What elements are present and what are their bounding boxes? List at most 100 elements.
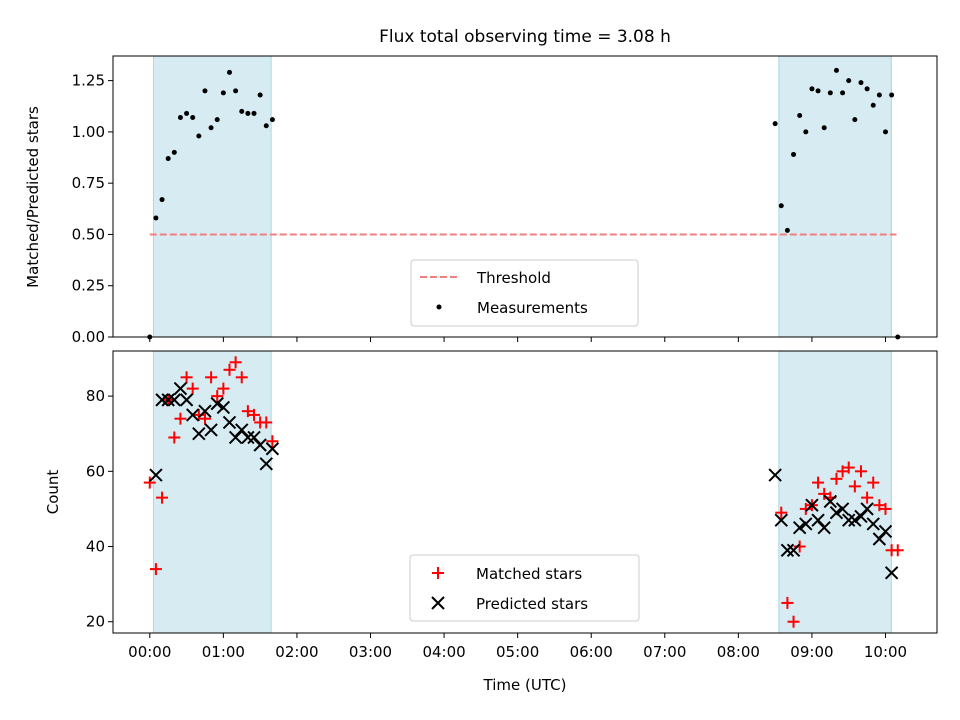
matched-star-point bbox=[781, 596, 794, 609]
matched-star-point bbox=[174, 412, 187, 425]
measurement-point bbox=[220, 90, 226, 96]
predicted-star-point bbox=[179, 393, 194, 407]
top-x-ticks bbox=[149, 337, 886, 342]
measurement-point bbox=[153, 215, 159, 221]
bottom-x-ticks: 00:00 01:00 02:00 03:00 04:00 05:00 06:00 07:00… bbox=[128, 633, 907, 661]
x-tick-label: 07:00 bbox=[643, 643, 686, 661]
x-tick-label: 06:00 bbox=[570, 643, 613, 661]
matched-star-point bbox=[235, 371, 248, 384]
predicted-star-point bbox=[253, 438, 267, 452]
predicted-star-point bbox=[185, 408, 200, 422]
matched-star-point bbox=[192, 408, 205, 421]
predicted-star-point bbox=[155, 393, 169, 407]
predicted-star-point bbox=[842, 513, 856, 527]
predicted-star-point bbox=[835, 502, 850, 516]
predicted-star-point bbox=[149, 468, 163, 482]
x-axis-label: Time (UTC) bbox=[483, 676, 567, 694]
measurement-point bbox=[171, 149, 177, 155]
matched-star-point bbox=[812, 476, 825, 489]
top-legend: Threshold Measurements bbox=[410, 259, 639, 327]
predicted-star-point bbox=[878, 524, 893, 539]
predicted-star-point bbox=[866, 517, 880, 531]
y-tick-label: 80 bbox=[86, 387, 105, 405]
x-tick-label: 00:00 bbox=[128, 643, 171, 661]
y-tick-label: 60 bbox=[86, 462, 105, 480]
predicted-star-point bbox=[774, 513, 788, 527]
measurement-point bbox=[840, 90, 846, 96]
matched-star-point bbox=[223, 363, 236, 376]
measurement-point bbox=[257, 92, 263, 98]
matched-star-point bbox=[873, 499, 886, 512]
measurement-point bbox=[809, 86, 815, 92]
matched-star-point bbox=[861, 491, 874, 504]
measurement-point bbox=[159, 197, 165, 203]
legend-measurements-swatch bbox=[436, 304, 442, 310]
predicted-star-point bbox=[786, 543, 801, 557]
predicted-star-point bbox=[817, 521, 831, 535]
measurement-point bbox=[184, 110, 190, 116]
predicted-star-point bbox=[884, 566, 899, 580]
measurement-point bbox=[778, 203, 784, 209]
measurement-point bbox=[791, 151, 797, 157]
measurement-point bbox=[815, 88, 821, 94]
legend-threshold-label: Threshold bbox=[476, 269, 551, 287]
predicted-star-point bbox=[161, 393, 175, 407]
measurement-point bbox=[245, 110, 251, 116]
predicted-star-point bbox=[167, 393, 182, 407]
matched-star-point bbox=[848, 480, 861, 493]
y-tick-label: 1.25 bbox=[72, 72, 105, 90]
top-y-axis-label: Matched/Predicted stars bbox=[24, 106, 42, 288]
shaded-span bbox=[152, 350, 272, 634]
y-tick-label: 1.00 bbox=[72, 123, 105, 141]
matched-star-point bbox=[842, 461, 855, 474]
top-y-ticks: 0.00 0.25 0.50 0.75 1.00 1.25 bbox=[72, 72, 113, 346]
predicted-star-point bbox=[173, 381, 188, 396]
predicted-star-point bbox=[799, 517, 813, 531]
measurement-point bbox=[196, 133, 202, 139]
matched-star-point bbox=[787, 615, 800, 628]
bottom-legend: Matched stars Predicted stars bbox=[409, 554, 640, 622]
measurement-point bbox=[833, 67, 839, 73]
matched-star-point bbox=[799, 502, 812, 515]
measurement-point bbox=[827, 90, 833, 96]
matched-star-point bbox=[156, 491, 169, 504]
x-tick-label: 04:00 bbox=[422, 643, 465, 661]
bottom-axes-frame bbox=[112, 350, 938, 634]
y-tick-label: 0.75 bbox=[72, 174, 105, 192]
x-tick-label: 05:00 bbox=[496, 643, 539, 661]
measurement-point bbox=[214, 117, 220, 123]
matched-star-point bbox=[211, 390, 224, 403]
x-tick-label: 03:00 bbox=[349, 643, 392, 661]
predicted-star-point bbox=[216, 400, 231, 415]
matched-star-point bbox=[248, 408, 261, 421]
shaded-span bbox=[778, 55, 892, 338]
matched-star-point bbox=[149, 563, 162, 576]
y-tick-label: 20 bbox=[86, 613, 105, 631]
measurement-point bbox=[846, 78, 852, 84]
top-axes-frame bbox=[112, 55, 938, 338]
measurement-point bbox=[226, 69, 232, 75]
legend-predicted-label: Predicted stars bbox=[476, 595, 588, 613]
x-tick-label: 10:00 bbox=[864, 643, 907, 661]
matched-star-point bbox=[266, 435, 279, 448]
legend-measurements-label: Measurements bbox=[477, 299, 588, 317]
predicted-star-point bbox=[860, 502, 874, 516]
bottom-legend-box bbox=[409, 554, 640, 622]
predicted-star-point bbox=[204, 423, 218, 437]
matched-star-point bbox=[879, 502, 892, 515]
measurement-point bbox=[208, 125, 214, 131]
measurement-point bbox=[852, 117, 858, 123]
measurements-series bbox=[147, 67, 901, 340]
predicted-star-point bbox=[805, 498, 819, 512]
predicted-star-point bbox=[848, 513, 862, 527]
predicted-star-point bbox=[259, 457, 273, 471]
measurement-point bbox=[233, 88, 239, 94]
x-tick-label: 02:00 bbox=[275, 643, 318, 661]
predicted-star-point bbox=[265, 442, 280, 456]
y-tick-label: 0.50 bbox=[72, 225, 105, 243]
legend-matched-label: Matched stars bbox=[476, 565, 582, 583]
chart-title: Flux total observing time = 3.08 h bbox=[379, 27, 671, 47]
measurement-point bbox=[239, 108, 245, 114]
